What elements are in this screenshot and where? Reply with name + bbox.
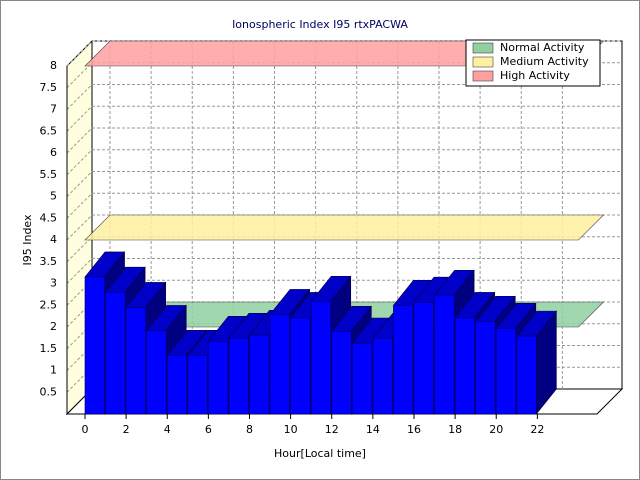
y-axis-title: I95 Index [21, 214, 34, 266]
grid-line [66, 105, 93, 132]
chart-title: Ionospheric Index I95 rtxPACWA [232, 18, 408, 31]
x-tick-label: 14 [366, 423, 380, 436]
legend-label: High Activity [500, 69, 570, 82]
y-tick-label: 1.5 [40, 342, 58, 355]
grid-line [66, 366, 93, 393]
x-tick-label: 16 [407, 423, 421, 436]
x-tick-label: 8 [246, 423, 253, 436]
y-tick-label: 2.5 [40, 298, 58, 311]
y-tick-label: 3 [50, 277, 57, 290]
bar [454, 317, 475, 415]
x-tick-label: 2 [123, 423, 130, 436]
x-axis-title: Hour[Local time] [274, 447, 366, 460]
x-tick-label: 18 [448, 423, 462, 436]
y-tick-label: 7.5 [40, 81, 58, 94]
bar [352, 342, 373, 415]
y-tick-label: 7 [50, 103, 57, 116]
y-tick-label: 0.5 [40, 385, 58, 398]
grid-line [66, 40, 93, 67]
bar [290, 317, 311, 415]
bar [228, 338, 249, 415]
grid-line [66, 323, 93, 350]
bar [372, 338, 393, 415]
y-tick-label: 6 [50, 146, 57, 159]
grid-line [66, 345, 93, 371]
grid-line [66, 149, 93, 176]
grid-line [66, 258, 93, 284]
grid-line [66, 236, 93, 263]
x-tick-label: 22 [530, 423, 544, 436]
y-tick-label: 4.5 [40, 211, 58, 224]
bar [434, 294, 455, 415]
legend-label: Medium Activity [500, 55, 589, 68]
grid-line [66, 192, 93, 219]
grid-line [66, 127, 93, 154]
grid-line [66, 301, 93, 328]
bar [146, 330, 167, 415]
bar [393, 304, 414, 415]
legend-swatch [472, 42, 494, 54]
x-tick-label: 20 [489, 423, 503, 436]
y-tick-label: 3.5 [40, 255, 58, 268]
y-tick-label: 1 [50, 364, 57, 377]
bar [84, 276, 105, 415]
bar [125, 307, 146, 415]
x-tick-label: 6 [205, 423, 212, 436]
y-tick-label: 6.5 [40, 124, 58, 137]
bar [475, 321, 496, 415]
bar [105, 291, 126, 415]
y-tick-label: 8 [50, 59, 57, 72]
y-tick-label: 2 [50, 320, 57, 333]
bar [166, 354, 188, 415]
bar [495, 328, 517, 415]
bar [187, 354, 208, 415]
grid-line [66, 84, 93, 110]
x-tick-label: 4 [164, 423, 171, 436]
activity-band [84, 214, 605, 241]
bar [310, 301, 332, 415]
x-tick-label: 12 [325, 423, 339, 436]
grid-line [66, 171, 93, 197]
y-tick-label: 5 [50, 190, 57, 203]
bar [413, 301, 434, 415]
grid-line [66, 62, 93, 89]
bar [249, 334, 270, 415]
x-tick-label: 10 [284, 423, 298, 436]
y-tick-label: 5.5 [40, 168, 58, 181]
legend-swatch [472, 70, 494, 82]
grid-line [66, 214, 93, 241]
x-tick-label: 0 [81, 423, 88, 436]
legend-label: Normal Activity [500, 41, 585, 54]
legend-swatch [472, 56, 494, 68]
bar [516, 335, 537, 415]
bar [331, 331, 352, 415]
grid-line [66, 279, 93, 306]
bar [208, 341, 229, 415]
bar [269, 314, 290, 415]
y-tick-label: 4 [50, 233, 57, 246]
